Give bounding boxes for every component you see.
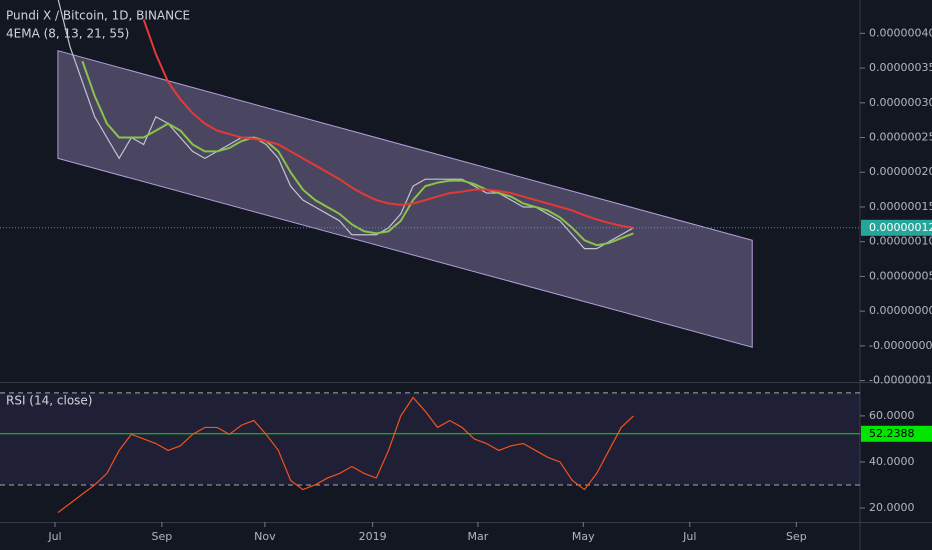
- y-tick-label: -0.00000005: [869, 339, 932, 352]
- x-tick-label: 2019: [359, 530, 387, 543]
- series-line: [142, 19, 634, 229]
- last-value-box: [861, 219, 932, 236]
- y-tick-label: 0.00000040: [869, 26, 932, 39]
- y-tick-label: 20.0000: [869, 501, 915, 514]
- y-tick-label: 60.0000: [869, 409, 915, 422]
- y-tick-label: 0.00000015: [869, 200, 932, 213]
- x-tick-label: Sep: [786, 530, 807, 543]
- y-tick-label: 0.00000010: [869, 235, 932, 248]
- y-tick-label: 0.00000025: [869, 131, 932, 144]
- y-tick-label: 0.00000030: [869, 96, 932, 109]
- y-tick-label: 40.0000: [869, 455, 915, 468]
- x-tick-label: Jul: [47, 530, 61, 543]
- y-tick-label: 0.00000005: [869, 269, 932, 282]
- last-value-label: 52.2388: [869, 427, 915, 440]
- chart-title: Pundi X / Bitcoin, 1D, BINANCE: [6, 9, 190, 23]
- rsi-label: RSI (14, close): [6, 394, 92, 408]
- channel: [57, 50, 753, 348]
- last-value-box: [861, 425, 932, 442]
- x-tick-label: Nov: [254, 530, 276, 543]
- y-tick-label: 0.00000000: [869, 304, 932, 317]
- x-tick-label: Sep: [152, 530, 173, 543]
- y-tick-label: 0.00000020: [869, 165, 932, 178]
- indicator-label: 4EMA (8, 13, 21, 55): [6, 27, 129, 41]
- rsi-band: [0, 392, 860, 485]
- y-tick-label: -0.00000010: [869, 374, 932, 387]
- series-line: [57, 396, 634, 514]
- x-tick-label: Mar: [468, 530, 489, 543]
- y-tick-label: 0.00000035: [869, 61, 932, 74]
- x-tick-label: May: [572, 530, 595, 543]
- last-value-label: 0.00000012: [869, 221, 932, 234]
- x-tick-label: Jul: [682, 530, 696, 543]
